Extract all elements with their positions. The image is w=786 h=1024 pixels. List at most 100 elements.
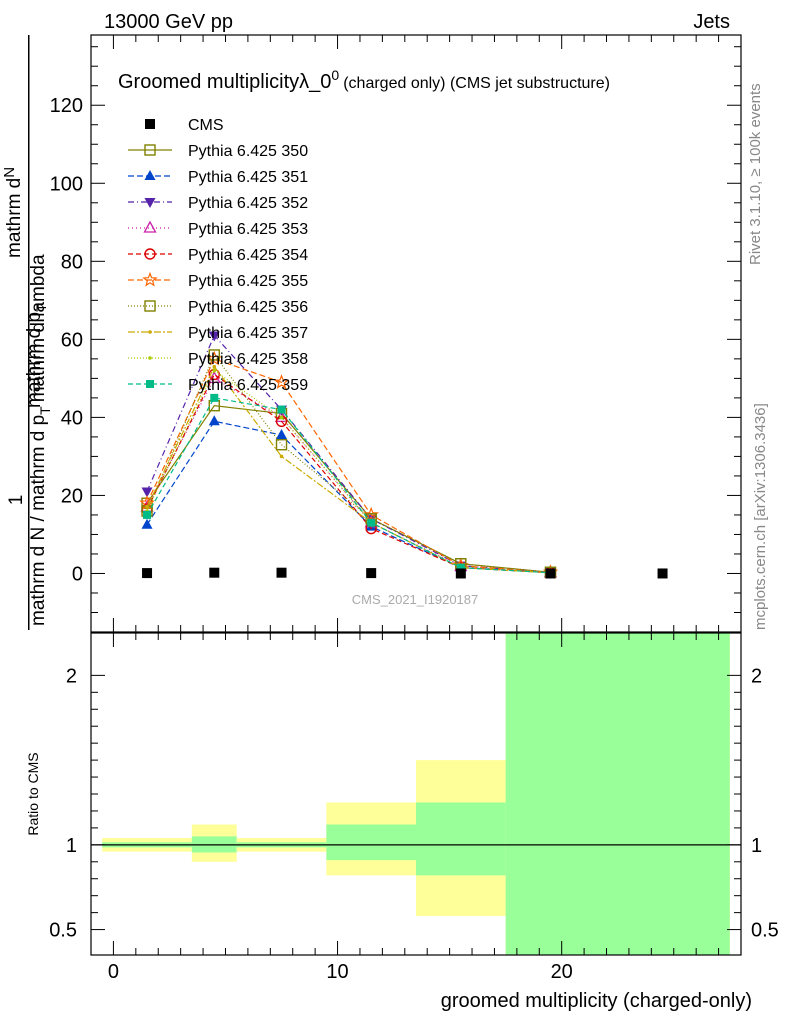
legend-item-series-6: Pythia 6.425 355 — [128, 271, 308, 290]
legend-item-series-5: Pythia 6.425 354 — [128, 247, 308, 264]
series-point — [143, 510, 152, 519]
legend: CMS Pythia 6.425 350 Pythia 6.425 351 Pythi… — [128, 117, 308, 394]
main-y-ticks: 0 20 40 60 80 100 120 — [50, 46, 741, 613]
series-point — [141, 487, 153, 498]
legend-marker — [148, 356, 152, 360]
ratio-x-ticks: 0 10 20 — [108, 633, 720, 983]
ratio-y-ticks: 0.5 0.5 1 1 2 2 — [49, 665, 779, 941]
legend-marker — [144, 198, 156, 208]
ratio-y-tick-label: 0.5 — [49, 920, 77, 942]
ratio-band-inner — [505, 633, 730, 955]
legend-label: CMS — [188, 117, 224, 134]
data-point — [209, 567, 220, 578]
ylabel-fraction-bar — [28, 35, 30, 630]
y-tick-label: 60 — [61, 329, 83, 351]
ylabel-numerator: 1 — [6, 495, 27, 506]
y-tick-label: 0 — [72, 563, 83, 585]
legend-label: Pythia 6.425 355 — [188, 273, 308, 290]
title-small: (charged only) (CMS jet substructure) — [343, 75, 610, 92]
series-point — [277, 405, 286, 414]
legend-label: Pythia 6.425 357 — [188, 325, 308, 342]
data-layer — [142, 567, 668, 579]
ratio-y-tick-label-right: 1 — [751, 835, 762, 857]
series-point — [363, 506, 380, 522]
legend-marker — [144, 144, 156, 156]
y-tick-label: 80 — [61, 251, 83, 273]
ylabel-den-part1: mathrm d N / mathrm d p — [28, 415, 49, 626]
series-line — [146, 397, 551, 574]
series-point — [208, 349, 220, 361]
ratio-bands — [91, 633, 741, 955]
series-point — [207, 371, 221, 384]
data-point — [545, 568, 556, 579]
legend-label: Pythia 6.425 359 — [188, 377, 308, 394]
ylabel-top: mathrm dN — [1, 167, 25, 258]
ratio-y-tick-label: 2 — [66, 665, 77, 687]
ylabel-top-d: mathrm d — [4, 178, 25, 258]
legend-item-series-8: Pythia 6.425 357 — [128, 325, 308, 342]
series-point — [456, 563, 465, 572]
legend-label: Pythia 6.425 356 — [188, 299, 308, 316]
data-point — [366, 568, 377, 579]
legend-marker — [148, 330, 152, 334]
main-frame — [90, 34, 742, 633]
series-point — [212, 364, 217, 369]
series-point — [145, 505, 149, 509]
series-5 — [141, 368, 557, 579]
x-axis-label: groomed multiplicity (charged-only) — [441, 990, 752, 1012]
legend-item-series-4: Pythia 6.425 353 — [128, 220, 308, 238]
series-point — [212, 368, 217, 373]
ylabel-den-part2: mathrm d lambda — [28, 254, 49, 402]
series-point — [276, 428, 288, 439]
series-line — [146, 353, 551, 573]
title-main: Groomed multiplicityλ_0 — [118, 71, 331, 93]
legend-label: Pythia 6.425 358 — [188, 351, 308, 368]
legend-marker — [144, 248, 156, 260]
ratio-y-tick-label-right: 0.5 — [751, 920, 779, 942]
ratio-panel: 0.5 0.5 1 1 2 2 0 10 20 Ratio to CMS — [25, 632, 779, 983]
series-point — [367, 518, 376, 527]
series-3 — [141, 331, 556, 579]
ratio-ylabel: Ratio to CMS — [25, 752, 41, 835]
y-tick-label: 120 — [50, 95, 83, 117]
main-ylabel: 1 mathrm d N / mathrm d pTmathrm d lambd… — [1, 35, 53, 630]
x-tick-label: 20 — [551, 961, 573, 983]
legend-item-series-7: Pythia 6.425 356 — [128, 299, 308, 316]
series-line — [146, 373, 551, 574]
title-sup: 0 — [331, 67, 339, 83]
legend-marker — [145, 119, 155, 129]
ratio-y-tick-label: 1 — [66, 835, 77, 857]
series-line — [146, 334, 551, 573]
y-tick-label: 40 — [61, 407, 83, 429]
mcplots-label: mcplots.cern.ch [arXiv:1306.3436] — [752, 403, 769, 630]
main-x-ticks — [112, 35, 720, 632]
x-tick-label: 0 — [108, 961, 119, 983]
x-tick-label: 10 — [326, 961, 348, 983]
series-point — [279, 454, 284, 459]
series-9 — [145, 368, 553, 575]
series-point — [208, 331, 220, 342]
series-10 — [143, 393, 555, 577]
series-layer — [139, 331, 559, 579]
series-2 — [141, 415, 556, 577]
ylabel-mid: mathrm d pT — [24, 303, 49, 408]
legend-marker — [146, 380, 154, 388]
series-4 — [140, 371, 558, 578]
series-point — [210, 393, 219, 402]
series-point — [279, 415, 284, 420]
rivet-version-label: Rivet 3.1.10, ≥ 100k events — [747, 83, 764, 265]
legend-marker — [142, 271, 158, 287]
data-point — [142, 568, 153, 579]
legend-label: Pythia 6.425 354 — [188, 247, 308, 264]
series-point — [275, 439, 288, 451]
series-point — [273, 374, 290, 389]
legend-item-series-2: Pythia 6.425 351 — [128, 169, 308, 186]
ylabel-top-N: N — [1, 167, 18, 178]
legend-item-series-1: Pythia 6.425 350 — [128, 143, 308, 160]
series-line — [146, 369, 551, 574]
legend-item-series-9: Pythia 6.425 358 — [128, 351, 308, 368]
legend-marker — [144, 170, 156, 180]
data-point — [657, 568, 668, 579]
